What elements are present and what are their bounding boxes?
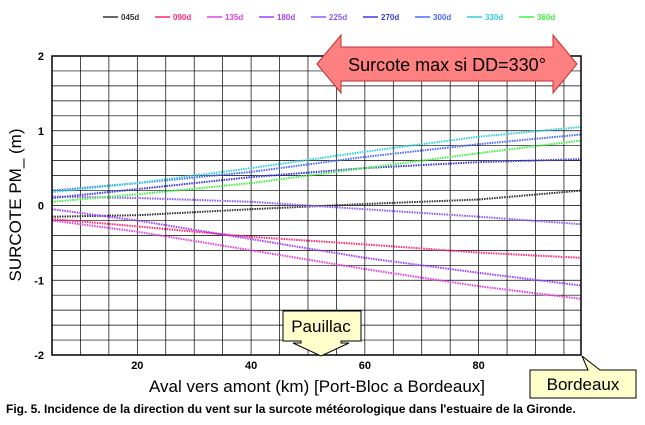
y-tick-label: -1 (34, 275, 44, 287)
figure-caption: Fig. 5. Incidence de la direction du ven… (6, 402, 576, 416)
x-tick-label: 40 (245, 360, 257, 372)
y-axis-label: SURCOTE PM_ (m) (6, 129, 25, 282)
series-line-045d (51, 189, 582, 218)
legend-label-300d: 300d (433, 13, 451, 22)
series-line-090d (51, 218, 582, 259)
legend: 045d 090d 135d 180d 225d 270d 300d 330d 360d (103, 13, 555, 22)
series-line-360d (51, 139, 582, 203)
annotation-pauillac-callout (282, 310, 362, 357)
x-tick-label: 20 (131, 360, 143, 372)
annotation-surcote-max-label: Surcote max si DD=330° (348, 55, 546, 75)
y-tick-label: 0 (38, 201, 44, 213)
series-line-135d (51, 219, 582, 300)
legend-label-360d: 360d (537, 13, 555, 22)
legend-label-135d: 135d (225, 13, 243, 22)
series-line-270d (51, 158, 582, 199)
tick-labels: 20 40 60 80 2 1 0 -1 -2 (34, 51, 485, 372)
series-line-225d (51, 195, 582, 226)
y-tick-label: -2 (34, 350, 44, 362)
x-axis-label: Aval vers amont (km) [Port-Bloc a Bordea… (149, 377, 485, 396)
annotation-pauillac-label: Pauillac (291, 317, 351, 336)
y-tick-label: 1 (38, 126, 44, 138)
y-tick-label: 2 (38, 51, 44, 63)
annotations: Surcote max si DD=330° Pauillac Bordeaux (282, 33, 637, 399)
series-line-330d (51, 126, 582, 193)
annotation-bordeaux-label: Bordeaux (547, 375, 620, 394)
legend-label-045d: 045d (121, 13, 139, 22)
plot-series (51, 126, 582, 300)
series-line-300d (51, 133, 582, 192)
x-tick-label: 60 (359, 360, 371, 372)
legend-label-090d: 090d (173, 13, 191, 22)
annotation-double-arrow (316, 33, 578, 95)
legend-label-330d: 330d (485, 13, 503, 22)
grid (51, 55, 581, 356)
plot-border (51, 55, 582, 356)
x-tick-label: 80 (472, 360, 484, 372)
plot-frame (51, 55, 582, 356)
legend-label-270d: 270d (381, 13, 399, 22)
series-line-180d (51, 208, 582, 287)
legend-label-225d: 225d (329, 13, 347, 22)
legend-label-180d: 180d (277, 13, 295, 22)
annotation-bordeaux-callout (529, 355, 637, 399)
